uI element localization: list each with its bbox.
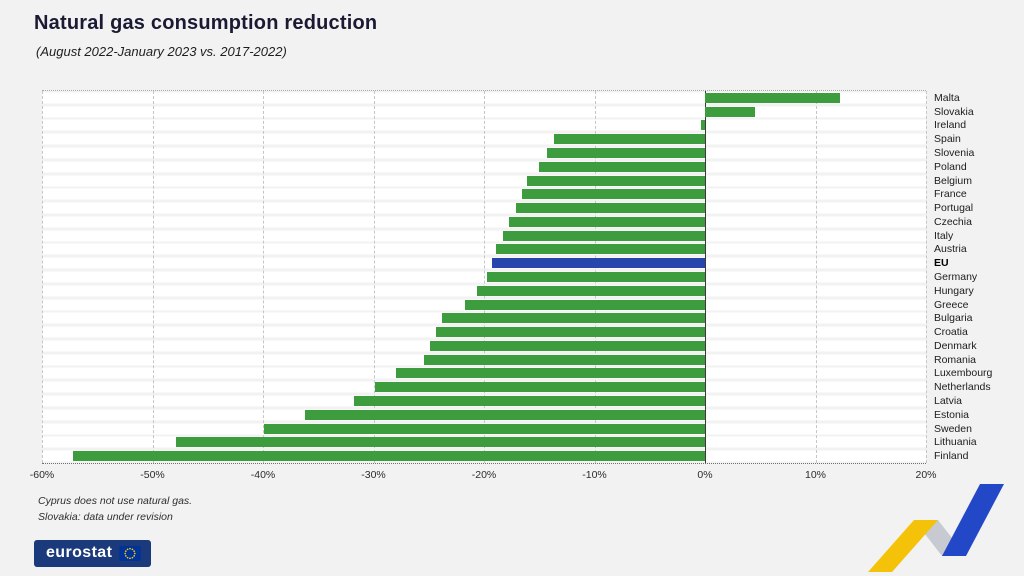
bar-denmark [429, 340, 705, 351]
chart-row: Romania [42, 353, 976, 367]
chart-row: Hungary [42, 284, 974, 298]
ribbon-blue-segment [942, 484, 1004, 556]
country-label: EU [934, 257, 949, 270]
chart-row: Sweden [42, 422, 972, 436]
chart-row: Finland [42, 449, 968, 463]
x-tick-label: 0% [697, 469, 713, 481]
bar-france [521, 189, 705, 200]
bar-luxembourg [395, 368, 705, 379]
chart-row: Bulgaria [42, 311, 973, 325]
bar-czechia [509, 216, 705, 227]
bar-spain [553, 134, 705, 145]
country-label: Hungary [934, 284, 974, 297]
gridline [42, 91, 43, 463]
x-tick-label: -60% [29, 469, 55, 481]
chart-row: Lithuania [42, 435, 977, 449]
bar-croatia [436, 327, 705, 338]
x-tick-label: -40% [250, 469, 276, 481]
footnote-slovakia: Slovakia: data under revision [38, 510, 173, 523]
country-label: Slovenia [934, 146, 975, 159]
chart-row: Netherlands [42, 380, 991, 394]
country-label: Latvia [934, 394, 963, 407]
eurostat-logo-text: eurostat [46, 544, 113, 561]
country-label: Portugal [934, 202, 974, 215]
bar-hungary [477, 285, 705, 296]
country-label: Czechia [934, 215, 972, 228]
chart-row: Denmark [42, 339, 977, 353]
country-label: Slovakia [934, 105, 974, 118]
x-tick-label: -50% [140, 469, 165, 481]
bar-ireland [700, 120, 705, 131]
gridline [373, 91, 375, 463]
bar-malta [705, 92, 840, 103]
country-label: Croatia [934, 326, 968, 339]
decorative-ribbon [868, 484, 1004, 572]
bar-slovakia [705, 106, 755, 117]
bar-romania [424, 354, 705, 365]
bar-italy [502, 230, 705, 241]
country-label: Romania [934, 353, 977, 366]
gridline [815, 91, 817, 463]
country-label: Sweden [934, 422, 972, 435]
bar-greece [465, 299, 705, 310]
bar-lithuania [175, 437, 705, 448]
country-label: Greece [934, 298, 969, 311]
bar-chart: Malta Slovakia Ireland Spain Slovenia Poland B… [30, 90, 992, 485]
gridline [263, 91, 264, 463]
chart-row: Latvia [42, 394, 962, 408]
plot-area: Malta Slovakia Ireland Spain Slovenia Poland B… [42, 90, 992, 464]
x-tick-label: 20% [915, 469, 937, 481]
x-tick-label: -10% [582, 469, 607, 481]
country-label: Luxembourg [934, 367, 993, 380]
footnote-cyprus: Cyprus does not use natural gas. [38, 495, 193, 507]
x-tick-label: -20% [471, 469, 497, 481]
eu-flag-icon [119, 545, 142, 561]
country-label: Germany [934, 270, 978, 283]
eurostat-logo: eurostat [34, 540, 152, 567]
bar-belgium [527, 175, 705, 186]
country-label: Denmark [934, 339, 977, 352]
gridline [926, 91, 927, 463]
bar-germany [487, 271, 705, 282]
country-label: Finland [934, 450, 969, 463]
bar-slovenia [546, 147, 705, 158]
bar-latvia [353, 395, 705, 406]
bar-austria [496, 244, 705, 255]
chart-row: Croatia [42, 325, 968, 339]
gridline [484, 91, 485, 463]
country-label: Austria [934, 243, 967, 256]
chart-subtitle: (August 2022-January 2023 vs. 2017-2022) [36, 44, 287, 59]
country-label: Italy [934, 229, 954, 242]
bar-eu [491, 258, 705, 269]
chart-row: Luxembourg [42, 367, 992, 381]
country-label: Malta [934, 91, 960, 104]
gridline [152, 91, 154, 463]
chart-title: Natural gas consumption reduction [34, 12, 378, 34]
x-tick-label: -30% [361, 469, 386, 481]
country-label: Bulgaria [934, 312, 973, 325]
x-axis: -60% -50% -40% -30% -20% -10% 0% 10% 20% [30, 469, 937, 485]
chart-row: Estonia [42, 408, 969, 422]
country-label: Belgium [934, 174, 972, 187]
bar-sweden [264, 423, 705, 434]
bar-bulgaria [442, 313, 705, 324]
country-label: Estonia [934, 408, 970, 421]
bar-finland [72, 451, 705, 462]
country-label: Ireland [934, 119, 967, 132]
chart-row: Greece [42, 298, 968, 312]
zero-line [705, 91, 706, 463]
country-label: Netherlands [934, 381, 991, 394]
bar-poland [539, 161, 705, 172]
country-label: Lithuania [934, 436, 977, 449]
bar-netherlands [374, 382, 705, 393]
country-label: Spain [934, 133, 961, 146]
footnotes: Cyprus does not use natural gas. Slovaki… [38, 494, 192, 526]
ribbon-yellow-segment [868, 520, 938, 572]
country-label: France [934, 188, 967, 201]
x-tick-label: 10% [804, 469, 827, 481]
bar-portugal [516, 203, 705, 214]
bar-estonia [304, 409, 705, 420]
country-label: Poland [934, 160, 967, 173]
